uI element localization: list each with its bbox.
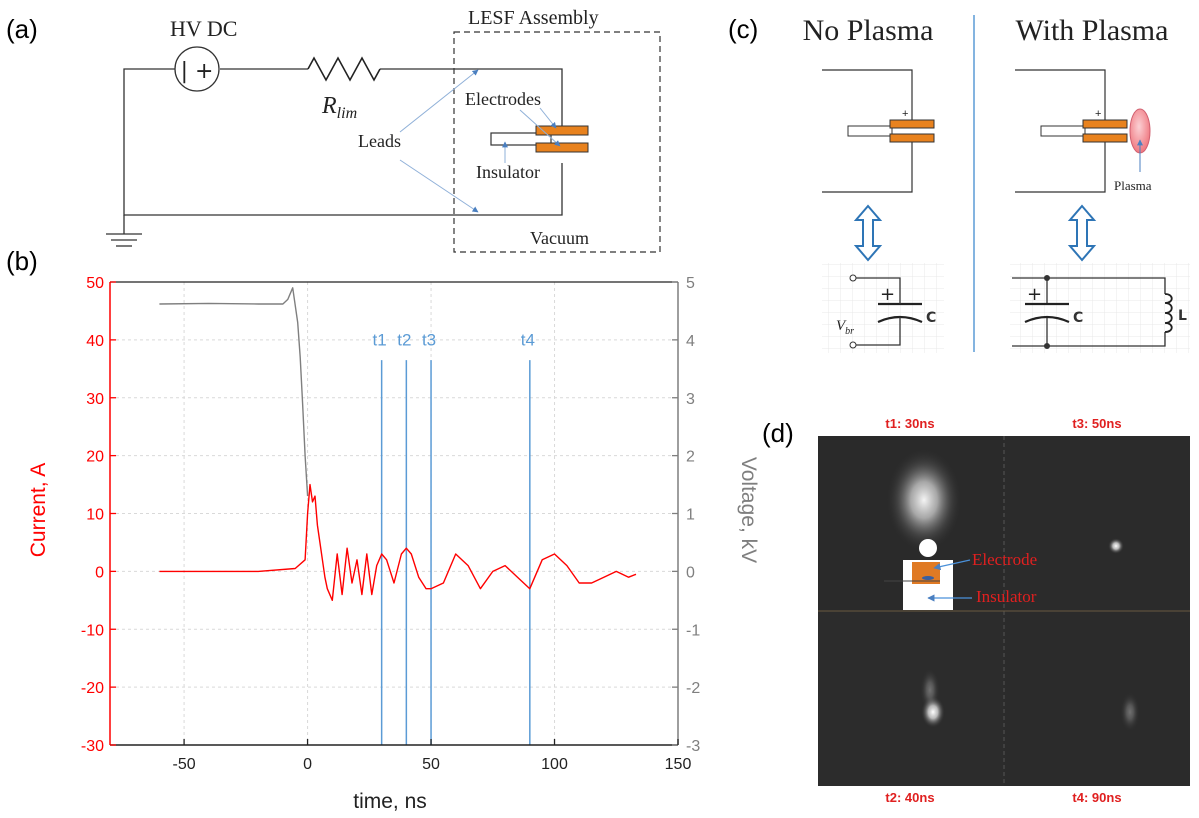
capacitor-circuit: + C Vbr — [822, 263, 944, 353]
equivalence-arrow-right-icon — [1067, 204, 1097, 262]
chart-xlabel: time, ns — [353, 790, 427, 813]
label-t3: t3: 50ns — [1072, 416, 1121, 431]
label-t1: t1: 30ns — [885, 416, 934, 431]
no-plasma-plus: + — [902, 108, 908, 120]
overlay-insulator-label: Insulator — [976, 587, 1037, 606]
chart-ylabel-left: Current, A — [27, 463, 50, 558]
chart-ylabel-right: Voltage, kV — [737, 457, 760, 563]
resistor-icon — [307, 56, 381, 82]
no-plasma-title: No Plasma — [803, 14, 934, 47]
panel-b-chart: (b) t1 t2 t3 t4 50403020100-10-20-30543210-… — [6, 246, 760, 813]
electrode-top — [535, 125, 589, 136]
tick-label-bottom: 100 — [541, 756, 568, 773]
tick-label-left: 40 — [86, 333, 104, 350]
tick-label-right: 4 — [686, 333, 695, 350]
tick-label-bottom: 50 — [422, 756, 440, 773]
lc-c-label: C — [1073, 310, 1083, 326]
image-t4 — [1004, 611, 1190, 786]
marker-label-t4: t4 — [521, 331, 535, 350]
tick-label-right: -2 — [686, 680, 700, 697]
chart-series — [159, 287, 637, 601]
lc-circuit: + C L — [1010, 263, 1190, 353]
capacitor-c-label: C — [926, 310, 936, 326]
with-plasma-title: With Plasma — [1016, 14, 1169, 47]
tick-label-right: 3 — [686, 391, 695, 408]
panel-label-b: (b) — [6, 246, 38, 276]
overlay-electrode-label: Electrode — [972, 550, 1037, 569]
panel-label-c: (c) — [728, 14, 758, 44]
marker-label-t2: t2 — [397, 331, 411, 350]
hv-dc-symbol: | + — [181, 59, 214, 84]
with-plasma-diagram: + Plasma — [1015, 69, 1152, 193]
label-t4: t4: 90ns — [1072, 790, 1121, 805]
tick-label-left: -10 — [81, 622, 104, 639]
spot-t4 — [1120, 692, 1140, 732]
annotation-arrows — [399, 69, 561, 213]
plume-t1 — [886, 448, 962, 552]
panel-label-d: (d) — [762, 418, 794, 448]
tick-label-bottom: 0 — [303, 756, 312, 773]
hv-dc-source-icon — [174, 46, 220, 92]
leads-label: Leads — [358, 131, 401, 151]
with-plasma-plus: + — [1095, 108, 1101, 120]
panel-a-circuit: (a) | + HV DC Rlim LESF Assembly Electro… — [6, 7, 661, 253]
panel-label-a: (a) — [6, 14, 38, 44]
spot-t3 — [1108, 538, 1124, 554]
marker-label-t3: t3 — [422, 331, 436, 350]
image-t3 — [1004, 436, 1190, 611]
electrode-bottom — [535, 142, 589, 153]
inductor-icon — [1164, 293, 1173, 333]
lesf-assembly-box — [453, 31, 661, 253]
tick-label-left: 50 — [86, 275, 104, 292]
panel-d-images: (d) Electrode Insulator t1: 30ns t3: 50n… — [762, 416, 1190, 805]
lesf-assembly-label: LESF Assembly — [468, 7, 599, 29]
insulator-label: Insulator — [476, 162, 540, 182]
tick-label-left: -20 — [81, 680, 104, 697]
tick-label-left: 10 — [86, 507, 104, 524]
label-t2: t2: 40ns — [885, 790, 934, 805]
tick-label-right: -1 — [686, 622, 700, 639]
circuit-wires — [106, 68, 563, 247]
inductor-l-label: L — [1178, 308, 1187, 324]
no-plasma-diagram: + — [822, 69, 935, 193]
equivalence-arrow-left-icon — [853, 204, 883, 262]
tick-label-bottom: 150 — [665, 756, 692, 773]
panel-c-comparison: (c) No Plasma With Plasma + + Plasma — [728, 14, 1190, 353]
series-line-current — [159, 483, 637, 601]
tick-label-left: 30 — [86, 391, 104, 408]
tick-label-bottom: -50 — [173, 756, 196, 773]
tick-label-right: 2 — [686, 449, 695, 466]
tick-label-right: 5 — [686, 275, 695, 292]
plasma-label: Plasma — [1114, 178, 1152, 193]
hv-dc-label: HV DC — [170, 16, 237, 41]
marker-label-t1: t1 — [373, 331, 387, 350]
tick-label-right: -3 — [686, 738, 700, 755]
electrodes-label: Electrodes — [465, 89, 541, 109]
tick-label-right: 0 — [686, 564, 695, 581]
resistor-label: Rlim — [321, 93, 357, 122]
capacitor-plus: + — [880, 284, 895, 305]
chart-grid — [110, 281, 679, 746]
series-line-voltage — [159, 287, 309, 497]
tick-label-left: 0 — [95, 564, 104, 581]
tick-label-right: 1 — [686, 507, 695, 524]
tick-label-left: -30 — [81, 738, 104, 755]
tick-label-left: 20 — [86, 449, 104, 466]
vbr-label: Vbr — [836, 318, 854, 337]
vacuum-label: Vacuum — [530, 228, 589, 248]
chart-markers: t1 t2 t3 t4 — [373, 331, 535, 745]
lc-plus: + — [1027, 284, 1042, 305]
image-t2 — [818, 611, 1004, 786]
